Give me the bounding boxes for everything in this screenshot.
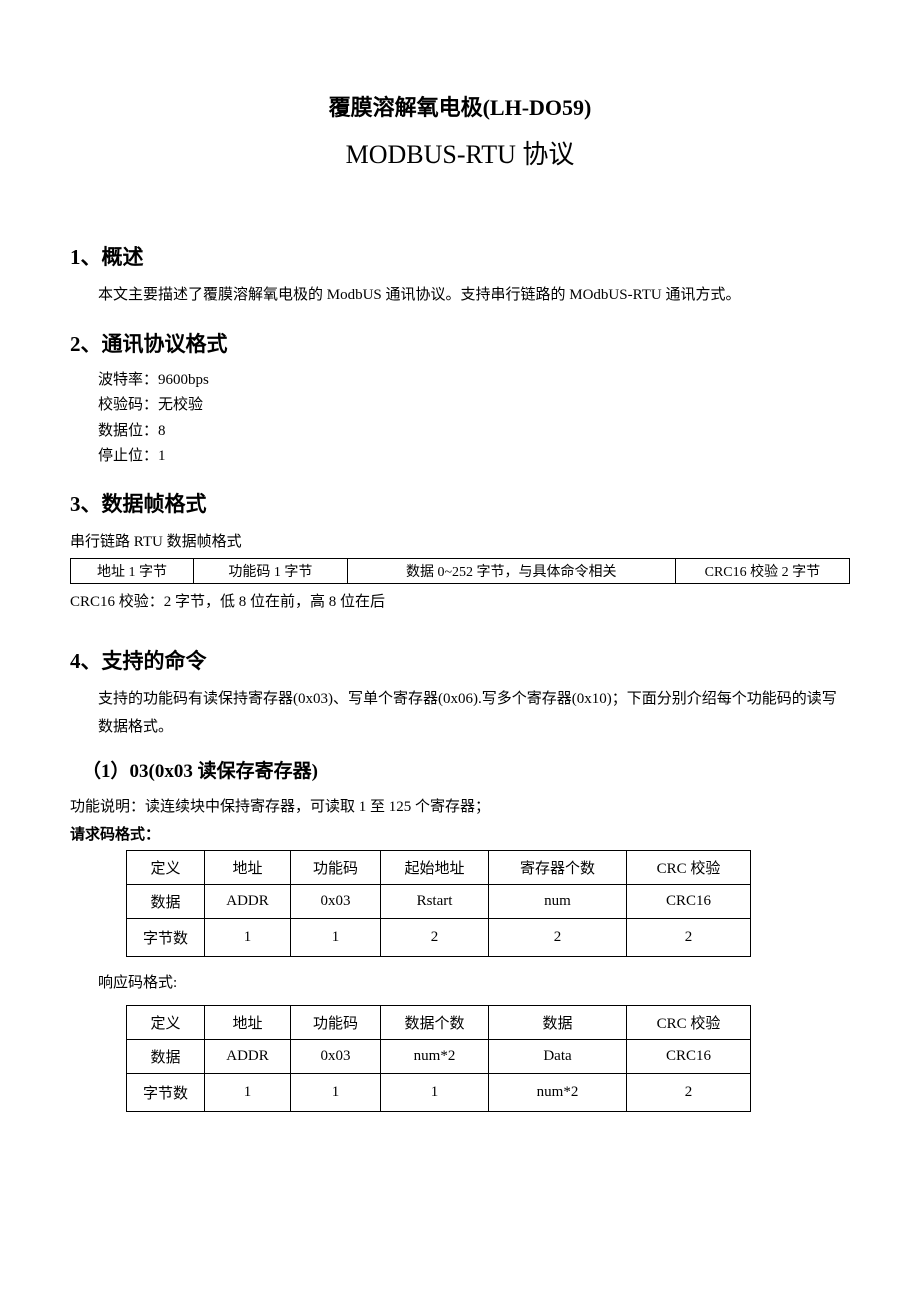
table-row: 字节数111num*22: [127, 1074, 751, 1112]
section-1-body: 本文主要描述了覆膜溶解氧电极的 ModbUS 通讯协议。支持串行链路的 MOdb…: [98, 281, 850, 310]
parity: 校验码：无校验: [98, 393, 850, 419]
table-cell: 数据: [489, 1006, 627, 1040]
crc-note: CRC16 校验：2 字节，低 8 位在前，高 8 位在后: [70, 588, 850, 617]
table-cell: 0x03: [291, 884, 381, 918]
table-cell: CRC 校验: [627, 850, 751, 884]
title2-part-c: -RTU 协议: [457, 140, 575, 169]
table-cell: 寄存器个数: [489, 850, 627, 884]
table-cell: ADDR: [205, 1040, 291, 1074]
request-table: 定义地址功能码起始地址寄存器个数CRC 校验数据ADDR0x03Rstartnu…: [126, 850, 751, 957]
table-cell: 2: [627, 1074, 751, 1112]
table-cell: CRC16: [627, 1040, 751, 1074]
table-cell: 2: [381, 918, 489, 956]
title2-part-b: ODBUS: [369, 140, 457, 169]
table-row: 地址 1 字节 功能码 1 字节 数据 0~252 字节，与具体命令相关 CRC…: [71, 559, 850, 584]
table-cell: 1: [291, 1074, 381, 1112]
section-4-body: 支持的功能码有读保持寄存器(0x03)、写单个寄存器(0x06).写多个寄存器(…: [98, 685, 850, 742]
table-cell: 功能码: [291, 1006, 381, 1040]
frame-format-table: 地址 1 字节 功能码 1 字节 数据 0~252 字节，与具体命令相关 CRC…: [70, 558, 850, 584]
table-cell: 数据: [127, 884, 205, 918]
table-cell: 1: [381, 1074, 489, 1112]
table-cell: Rstart: [381, 884, 489, 918]
table-row: 定义地址功能码起始地址寄存器个数CRC 校验: [127, 850, 751, 884]
section-2-heading: 2、通讯协议格式: [70, 328, 850, 358]
table-row: 数据ADDR0x03RstartnumCRC16: [127, 884, 751, 918]
table-cell: 2: [627, 918, 751, 956]
frame-cell-addr: 地址 1 字节: [71, 559, 194, 584]
table-cell: 1: [291, 918, 381, 956]
table-cell: 2: [489, 918, 627, 956]
table-cell: 1: [205, 1074, 291, 1112]
doc-title-line1: 覆膜溶解氧电极(LH-DO59): [70, 90, 850, 122]
table-cell: num*2: [489, 1074, 627, 1112]
page: 覆膜溶解氧电极(LH-DO59) MODBUS-RTU 协议 1、概述 本文主要…: [0, 0, 920, 1312]
title2-part-a: M: [346, 140, 369, 169]
table-cell: 1: [205, 918, 291, 956]
response-table: 定义地址功能码数据个数数据CRC 校验数据ADDR0x03num*2DataCR…: [126, 1005, 751, 1112]
section-1-heading: 1、概述: [70, 241, 850, 271]
response-label: 响应码格式:: [98, 969, 850, 998]
baud-rate: 波特率：9600bps: [98, 368, 850, 394]
section-4-1-heading: （1）03(0x03 读保存寄存器): [82, 756, 850, 783]
table-cell: 地址: [205, 1006, 291, 1040]
section-3-heading: 3、数据帧格式: [70, 488, 850, 518]
table-cell: num: [489, 884, 627, 918]
table-cell: CRC 校验: [627, 1006, 751, 1040]
frame-cell-crc: CRC16 校验 2 字节: [675, 559, 849, 584]
section-2-body: 波特率：9600bps 校验码：无校验 数据位：8 停止位：1: [98, 368, 850, 470]
table-cell: 数据: [127, 1040, 205, 1074]
frame-cell-data: 数据 0~252 字节，与具体命令相关: [347, 559, 675, 584]
table-cell: 字节数: [127, 1074, 205, 1112]
table-row: 定义地址功能码数据个数数据CRC 校验: [127, 1006, 751, 1040]
table-row: 数据ADDR0x03num*2DataCRC16: [127, 1040, 751, 1074]
stop-bits: 停止位：1: [98, 444, 850, 470]
request-label: 请求码格式：: [70, 821, 850, 850]
table-cell: 0x03: [291, 1040, 381, 1074]
table-cell: ADDR: [205, 884, 291, 918]
frame-format-label: 串行链路 RTU 数据帧格式: [70, 528, 850, 557]
table-row: 字节数11222: [127, 918, 751, 956]
func-desc: 功能说明：读连续块中保持寄存器，可读取 1 至 125 个寄存器；: [70, 793, 850, 822]
data-bits: 数据位：8: [98, 419, 850, 445]
table-cell: num*2: [381, 1040, 489, 1074]
table-cell: 功能码: [291, 850, 381, 884]
table-cell: Data: [489, 1040, 627, 1074]
table-cell: 字节数: [127, 918, 205, 956]
table-cell: 定义: [127, 1006, 205, 1040]
section-4-heading: 4、支持的命令: [70, 645, 850, 675]
table-cell: 定义: [127, 850, 205, 884]
frame-cell-func: 功能码 1 字节: [194, 559, 348, 584]
doc-title-line2: MODBUS-RTU 协议: [70, 134, 850, 171]
table-cell: 地址: [205, 850, 291, 884]
table-cell: 起始地址: [381, 850, 489, 884]
table-cell: CRC16: [627, 884, 751, 918]
table-cell: 数据个数: [381, 1006, 489, 1040]
